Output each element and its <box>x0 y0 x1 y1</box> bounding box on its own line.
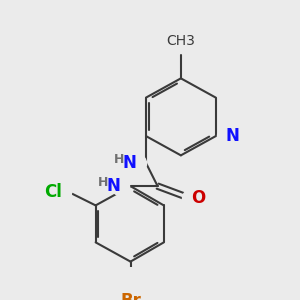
Text: N: N <box>106 177 120 195</box>
Text: O: O <box>191 189 205 207</box>
Text: CH3: CH3 <box>167 34 195 48</box>
Text: H: H <box>98 176 108 189</box>
Text: N: N <box>123 154 137 172</box>
Text: Br: Br <box>120 292 141 300</box>
Text: N: N <box>226 127 240 145</box>
Text: H: H <box>114 153 124 166</box>
Text: Cl: Cl <box>44 183 62 201</box>
